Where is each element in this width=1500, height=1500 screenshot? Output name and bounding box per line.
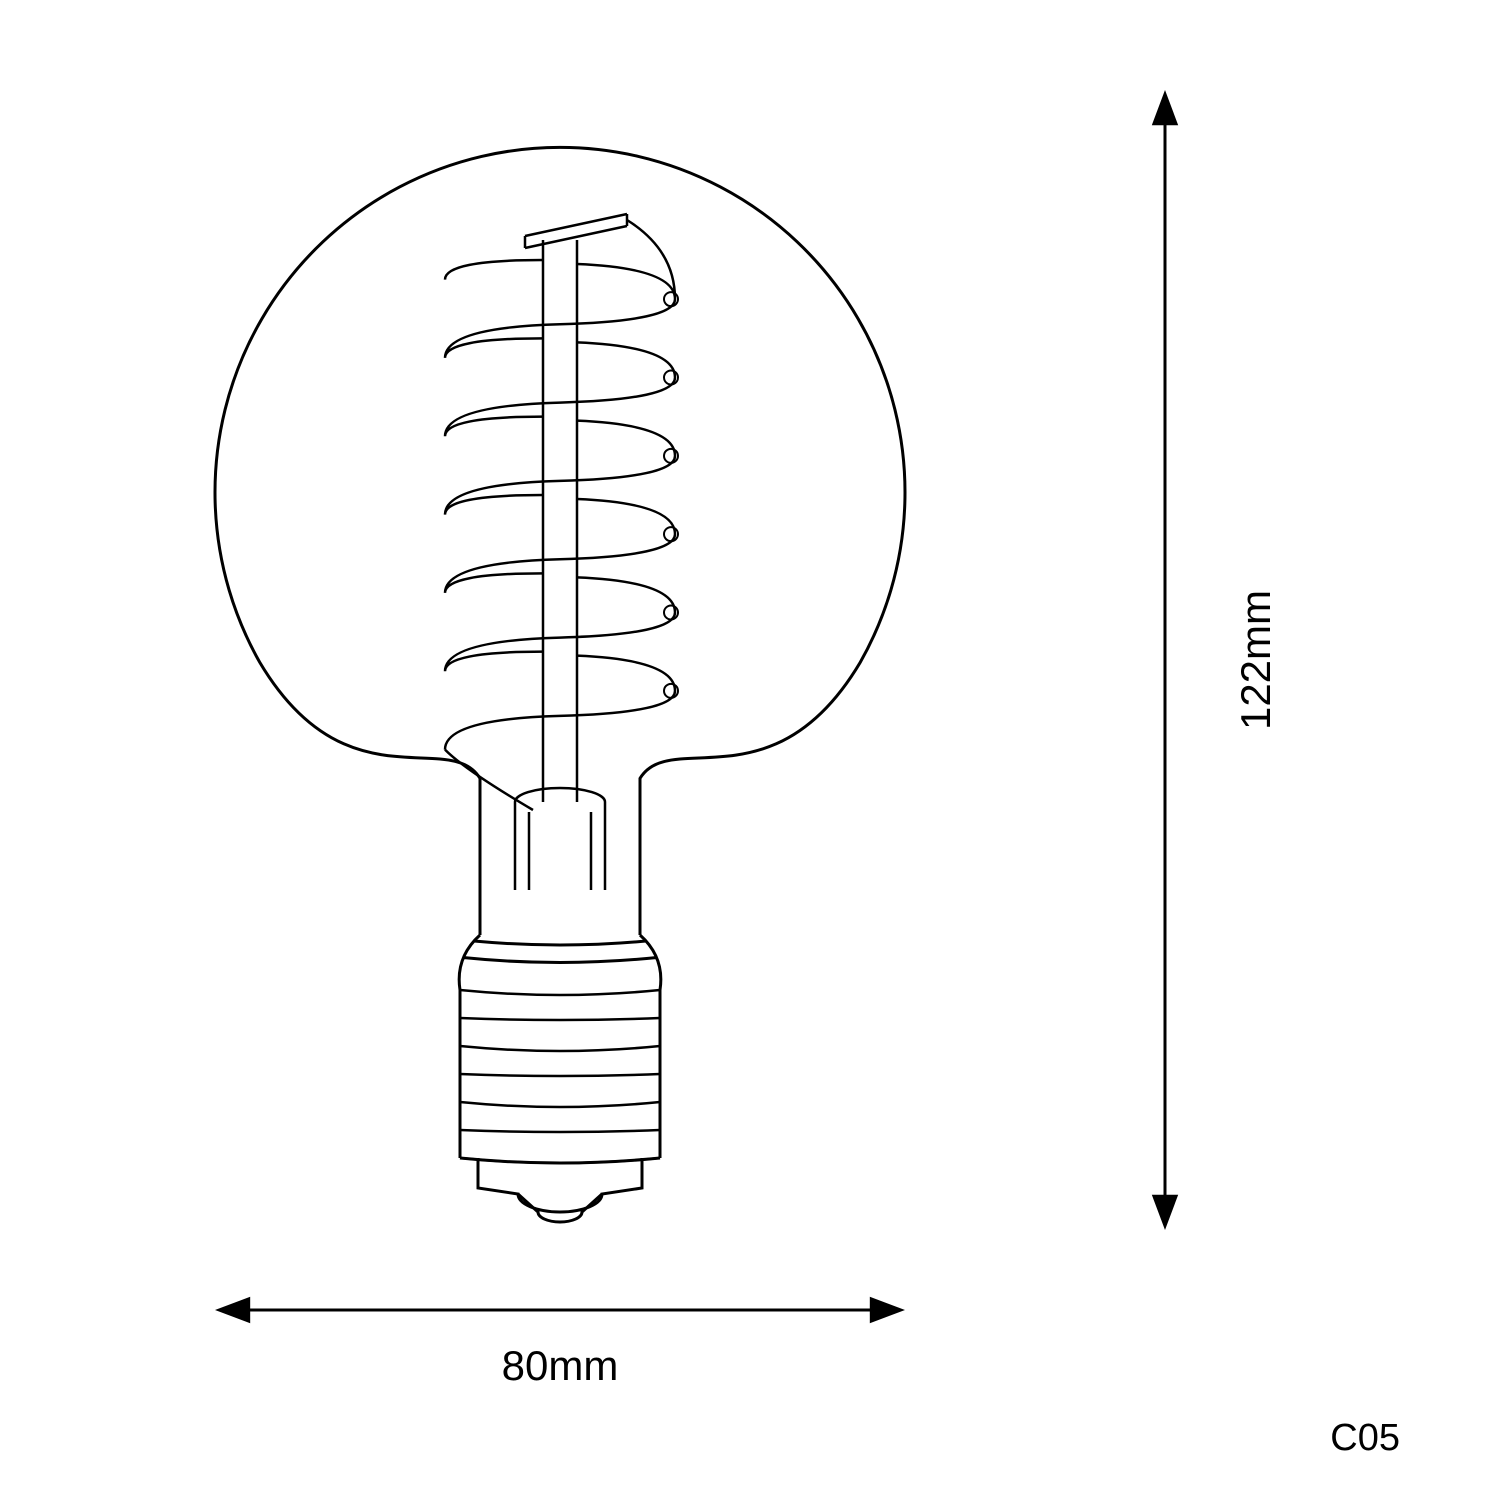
- width-dimension-label: 80mm: [502, 1342, 619, 1389]
- height-dimension-label: 122mm: [1232, 590, 1279, 730]
- width-dimension-line: [215, 1297, 905, 1323]
- spiral-nodes: [664, 292, 678, 698]
- filament-base-block: [515, 788, 605, 890]
- bulb-globe-outline: [215, 147, 905, 935]
- spiral-filament: [445, 220, 675, 810]
- base-tip: [478, 1158, 642, 1222]
- product-code-label: C05: [1330, 1417, 1400, 1459]
- bulb-collar: [459, 935, 661, 990]
- height-dimension-line: [1152, 90, 1178, 1230]
- bulb-technical-drawing: 80mm 122mm C05: [0, 0, 1500, 1500]
- screw-threads: [460, 990, 660, 1163]
